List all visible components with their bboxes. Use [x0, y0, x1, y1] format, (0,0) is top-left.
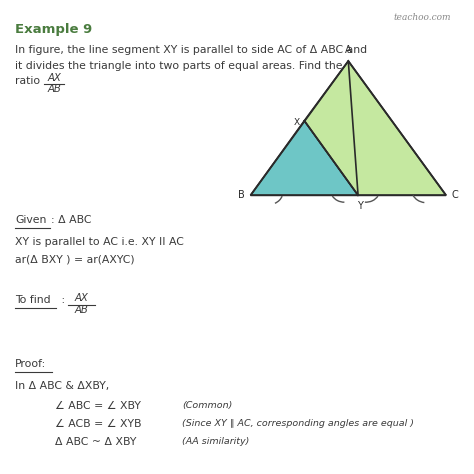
- Text: AX: AX: [47, 73, 61, 83]
- Text: AB: AB: [74, 305, 89, 315]
- Text: Given: Given: [15, 215, 46, 225]
- Text: it divides the triangle into two parts of equal areas. Find the: it divides the triangle into two parts o…: [15, 61, 343, 71]
- Text: (Since XY ∥ AC, corresponding angles are equal ): (Since XY ∥ AC, corresponding angles are…: [182, 419, 414, 428]
- Text: teachoo.com: teachoo.com: [393, 13, 451, 22]
- Polygon shape: [304, 61, 446, 195]
- Text: :: :: [58, 295, 65, 305]
- Text: C: C: [452, 190, 459, 200]
- Text: ratio: ratio: [15, 76, 40, 86]
- Text: ∠ ACB = ∠ XYB: ∠ ACB = ∠ XYB: [55, 419, 142, 429]
- Text: ar(Δ BXY ) = ar(AXYC): ar(Δ BXY ) = ar(AXYC): [15, 255, 135, 265]
- Text: A: A: [345, 45, 352, 55]
- Text: XY is parallel to AC i.e. XY II AC: XY is parallel to AC i.e. XY II AC: [15, 237, 184, 247]
- Text: (AA similarity): (AA similarity): [182, 437, 249, 446]
- Text: In Δ ABC & ΔXBY,: In Δ ABC & ΔXBY,: [15, 381, 109, 391]
- Text: X: X: [293, 118, 300, 127]
- Polygon shape: [251, 121, 358, 195]
- Text: Y: Y: [357, 201, 363, 211]
- Text: In figure, the line segment XY is parallel to side AC of Δ ABC and: In figure, the line segment XY is parall…: [15, 45, 367, 55]
- Text: ∠ ABC = ∠ XBY: ∠ ABC = ∠ XBY: [55, 401, 141, 411]
- Text: AB: AB: [47, 84, 61, 94]
- Text: To find: To find: [15, 295, 51, 305]
- Text: AX: AX: [74, 292, 88, 303]
- Text: : Δ ABC: : Δ ABC: [51, 215, 92, 225]
- Text: (Common): (Common): [182, 401, 233, 410]
- Text: Δ ABC ~ Δ XBY: Δ ABC ~ Δ XBY: [55, 437, 137, 447]
- Text: Proof:: Proof:: [15, 359, 46, 369]
- Text: Example 9: Example 9: [15, 23, 92, 36]
- Text: B: B: [238, 190, 245, 200]
